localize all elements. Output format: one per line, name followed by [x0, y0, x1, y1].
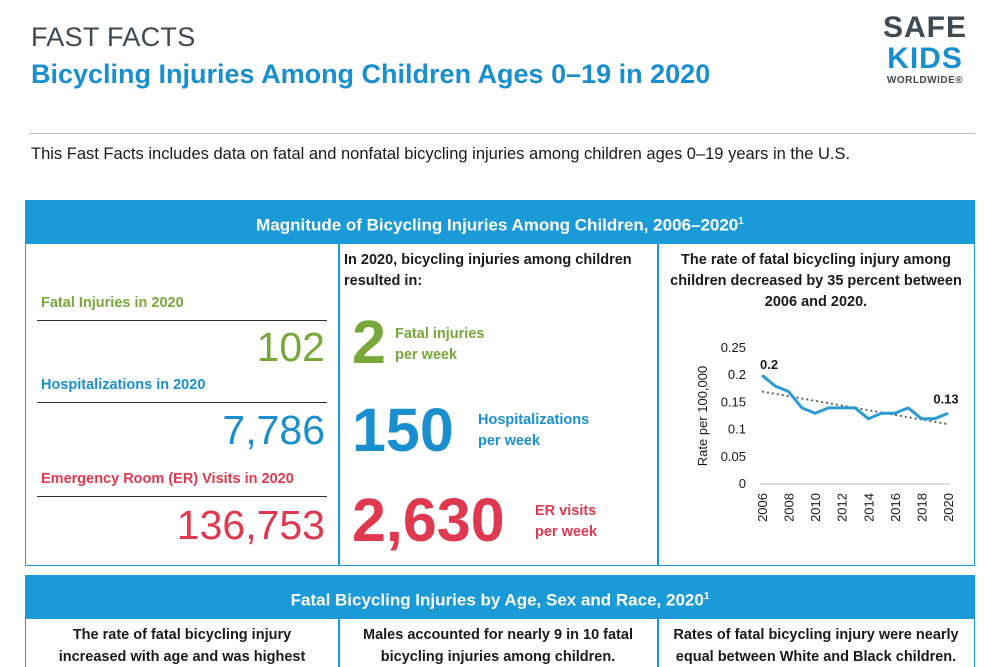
er-per-week-line2: per week — [535, 524, 598, 540]
race-fact-line1: Rates of fatal bicycling injury were nea… — [673, 627, 959, 643]
column-divider — [338, 244, 340, 566]
stat-divider — [37, 402, 327, 403]
y-tick-label: 0.25 — [721, 340, 746, 355]
page-title: Bicycling Injuries Among Children Ages 0… — [31, 59, 711, 89]
logo-line-3: WORLDWIDE® — [886, 75, 964, 86]
stat-divider — [37, 320, 327, 321]
fatal-per-week-line2: per week — [395, 347, 458, 363]
footnote-marker: 1 — [738, 216, 744, 227]
sex-fact-line2: bicycling injuries among children. — [380, 649, 616, 665]
er-per-week-line1: ER visits — [535, 503, 597, 519]
section-demographics-title: Fatal Bicycling Injuries by Age, Sex and… — [290, 590, 704, 610]
column-divider — [657, 244, 659, 566]
stat-divider — [37, 496, 327, 497]
age-fact: The rate of fatal bicycling injury incre… — [28, 624, 336, 667]
logo-line-1: SAFE — [882, 11, 967, 44]
age-fact-line1: The rate of fatal bicycling injury — [72, 627, 292, 643]
race-fact-line2: equal between White and Black children. — [675, 649, 957, 665]
logo-line-2: KIDS — [887, 42, 963, 75]
fatal-injuries-label: Fatal Injuries in 2020 — [41, 295, 184, 311]
safe-kids-logo: SAFE KIDS WORLDWIDE® — [880, 12, 970, 96]
page-kicker: FAST FACTS — [31, 22, 196, 52]
y-axis-label: Rate per 100,000 — [695, 366, 710, 466]
fatal-per-week-desc: Fatal injuries per week — [395, 324, 484, 366]
race-fact: Rates of fatal bicycling injury were nea… — [660, 624, 972, 667]
sex-fact-line1: Males accounted for nearly 9 in 10 fatal — [363, 627, 633, 643]
y-tick-label: 0.1 — [728, 422, 746, 437]
x-tick-label: 2014 — [861, 493, 876, 522]
column-divider — [338, 619, 340, 667]
hospitalizations-label: Hospitalizations in 2020 — [41, 377, 206, 393]
fatal-injuries-value: 102 — [256, 324, 325, 370]
x-tick-label: 2016 — [888, 493, 903, 522]
demographics-panel — [25, 619, 975, 667]
x-tick-label: 2018 — [914, 493, 929, 522]
er-visits-label: Emergency Room (ER) Visits in 2020 — [41, 471, 294, 487]
er-per-week-desc: ER visits per week — [535, 501, 597, 543]
intro-text: This Fast Facts includes data on fatal a… — [31, 145, 851, 163]
hospitalizations-value: 7,786 — [222, 407, 325, 453]
age-fact-line2: increased with age and was highest — [58, 649, 306, 665]
footnote-marker: 1 — [703, 591, 710, 602]
er-visits-value: 136,753 — [176, 502, 325, 548]
x-tick-label: 2010 — [808, 493, 823, 522]
er-per-week-number: 2,630 — [352, 486, 505, 554]
data-label: 0.13 — [933, 391, 958, 406]
x-tick-label: 2008 — [782, 493, 797, 522]
hosp-per-week-line1: Hospitalizations — [478, 412, 590, 428]
y-tick-label: 0.2 — [728, 367, 746, 382]
y-tick-label: 0 — [739, 476, 746, 491]
hosp-per-week-line2: per week — [478, 433, 541, 449]
header-divider — [30, 133, 975, 134]
hosp-per-week-number: 150 — [352, 396, 454, 464]
sex-fact: Males accounted for nearly 9 in 10 fatal… — [341, 624, 655, 667]
fatal-rate-line-chart: Rate per 100,000 0 0.05 0.1 0.15 0.2 0.25 2006 2… — [695, 340, 959, 522]
x-tick-label: 2020 — [941, 493, 956, 522]
trend-heading: The rate of fatal bicycling injury among… — [670, 252, 962, 310]
column-divider — [657, 619, 659, 667]
x-tick-label: 2006 — [755, 493, 770, 522]
weekly-heading: In 2020, bicycling injuries among childr… — [344, 252, 632, 289]
y-tick-label: 0.05 — [721, 449, 746, 464]
section-demographics-header: Fatal Bicycling Injuries by Age, Sex and… — [25, 575, 975, 619]
y-tick-label: 0.15 — [721, 394, 746, 409]
fatal-per-week-line1: Fatal injuries — [395, 326, 485, 342]
x-tick-label: 2012 — [835, 493, 850, 522]
magnitude-panel — [25, 244, 975, 566]
data-label: 0.2 — [760, 357, 778, 372]
hosp-per-week-desc: Hospitalizations per week — [478, 410, 589, 452]
fatal-per-week-number: 2 — [352, 308, 386, 376]
rate-series-line — [761, 374, 949, 421]
section-magnitude-header: Magnitude of Bicycling Injuries Among Ch… — [25, 200, 975, 244]
section-magnitude-title: Magnitude of Bicycling Injuries Among Ch… — [256, 215, 739, 235]
